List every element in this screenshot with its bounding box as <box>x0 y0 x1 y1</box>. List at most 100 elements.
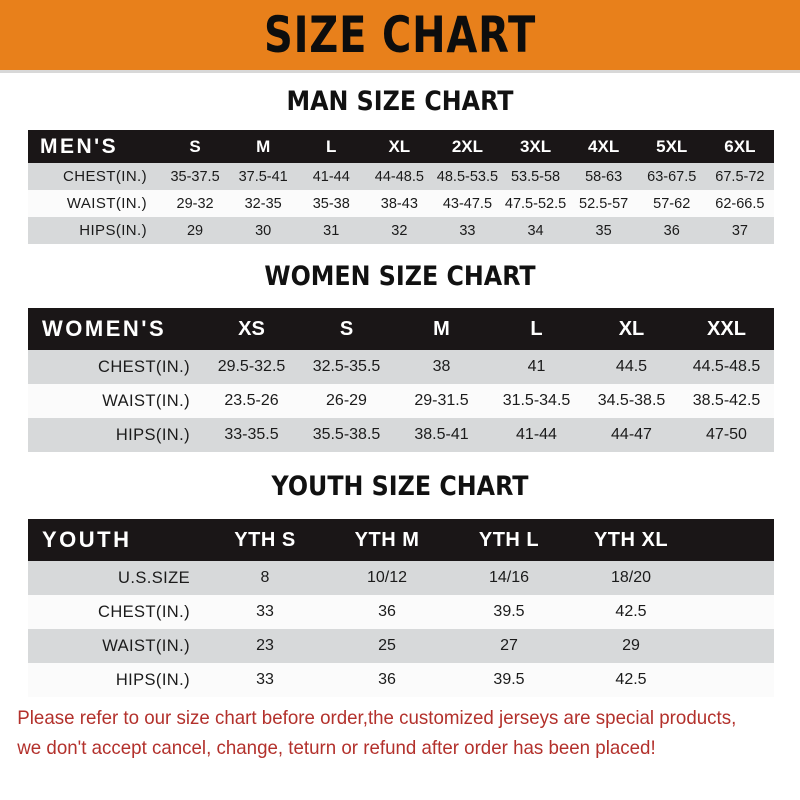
table-cell: 14/16 <box>488 569 530 586</box>
table-cell: 62-66.5 <box>715 195 765 212</box>
table-cell: 25 <box>378 637 396 654</box>
table-row: WAIST(IN.) 29-32 32-35 35-38 38-43 43-47… <box>28 190 774 217</box>
table-cell: 33 <box>256 671 274 688</box>
table-cell: 29-31.5 <box>414 392 469 409</box>
table-cell: 31 <box>323 222 340 239</box>
table-cell: 33 <box>459 222 476 239</box>
table-cell: 23.5-26 <box>224 392 279 409</box>
table-cell: 29.5-32.5 <box>217 358 286 375</box>
table-cell: 23 <box>256 637 274 654</box>
youth-row-label-us-size: U.S.SIZE <box>118 568 190 587</box>
table-cell: 57-62 <box>653 195 691 212</box>
women-corner-label: WOMEN'S <box>42 316 167 341</box>
table-row: CHEST(IN.) 29.5-32.5 32.5-35.5 38 41 44.… <box>28 350 774 384</box>
table-cell: 32 <box>391 222 408 239</box>
man-col-head-4xl: 4XL <box>588 136 620 156</box>
table-row: HIPS(IN.) 33 36 39.5 42.5 <box>28 663 774 697</box>
table-cell: 18/20 <box>610 569 652 586</box>
man-col-head-l: L <box>326 136 337 156</box>
women-row-label-hips: HIPS(IN.) <box>115 425 190 444</box>
table-cell: 67.5-72 <box>715 168 765 185</box>
page-title: SIZE CHART <box>263 6 537 64</box>
table-cell: 10/12 <box>366 569 408 586</box>
table-cell: 43-47.5 <box>442 195 493 212</box>
man-col-head-s: S <box>189 136 201 156</box>
table-cell: 26-29 <box>326 392 367 409</box>
man-size-table-wrap: MEN'S S M L XL 2XL 3XL 4XL 5XL 6XL CHEST… <box>28 130 774 244</box>
table-cell: 52.5-57 <box>579 195 629 212</box>
youth-row-label-hips: HIPS(IN.) <box>115 670 190 689</box>
disclaimer-line-2: we don't accept cancel, change, teturn o… <box>17 737 656 759</box>
table-cell: 29 <box>622 637 640 654</box>
table-cell: 33-35.5 <box>224 426 279 443</box>
youth-col-head-s: YTH S <box>234 528 296 551</box>
man-row-label-chest: CHEST(IN.) <box>63 168 148 185</box>
women-col-head-xxl: XXL <box>707 317 746 340</box>
order-disclaimer: Please refer to our size chart before or… <box>0 703 768 763</box>
table-row: WAIST(IN.) 23 25 27 29 <box>28 629 774 663</box>
women-col-head-xl: XL <box>618 317 645 340</box>
table-cell: 35.5-38.5 <box>312 426 381 443</box>
table-cell: 34 <box>527 222 544 239</box>
table-row: CHEST(IN.) 33 36 39.5 42.5 <box>28 595 774 629</box>
women-row-label-waist: WAIST(IN.) <box>102 391 190 410</box>
table-cell: 29 <box>186 222 204 239</box>
table-cell: 36 <box>663 222 680 239</box>
youth-row-label-chest: CHEST(IN.) <box>98 602 190 621</box>
table-cell: 35-37.5 <box>170 168 220 185</box>
table-cell-empty <box>692 561 774 595</box>
youth-col-head-filler <box>692 519 774 561</box>
man-col-head-m: M <box>256 136 271 156</box>
women-col-head-l: L <box>530 317 543 340</box>
table-row: CHEST(IN.) 35-37.5 37.5-41 41-44 44-48.5… <box>28 163 774 190</box>
table-cell: 39.5 <box>493 603 525 620</box>
table-row: HIPS(IN.) 29 30 31 32 33 34 35 36 37 <box>28 217 774 244</box>
table-cell: 38 <box>432 358 451 375</box>
youth-section-title: YOUTH SIZE CHART <box>271 471 529 502</box>
youth-col-head-xl: YTH XL <box>593 528 669 551</box>
disclaimer-line-1: Please refer to our size chart before or… <box>17 707 737 729</box>
table-cell: 44-47 <box>611 426 652 443</box>
man-col-head-3xl: 3XL <box>519 136 552 156</box>
man-table-body: CHEST(IN.) 35-37.5 37.5-41 41-44 44-48.5… <box>28 163 774 244</box>
man-col-head-5xl: 5XL <box>656 136 688 156</box>
table-cell: 38.5-42.5 <box>692 392 761 409</box>
women-size-table-wrap: WOMEN'S XS S M L XL XXL CHEST(IN.) 29.5-… <box>28 308 774 452</box>
youth-header-row: YOUTH YTH S YTH M YTH L YTH XL <box>28 519 774 561</box>
youth-col-head-m: YTH M <box>354 528 420 551</box>
table-row: HIPS(IN.) 33-35.5 35.5-38.5 38.5-41 41-4… <box>28 418 774 452</box>
women-col-head-s: S <box>339 317 354 340</box>
man-section-title: MAN SIZE CHART <box>286 86 514 117</box>
man-table-head: MEN'S S M L XL 2XL 3XL 4XL 5XL 6XL <box>28 130 774 163</box>
table-cell-empty <box>692 595 774 629</box>
table-cell: 37.5-41 <box>238 168 288 185</box>
table-cell: 63-67.5 <box>647 168 697 185</box>
women-table-body: CHEST(IN.) 29.5-32.5 32.5-35.5 38 41 44.… <box>28 350 774 452</box>
table-cell: 41 <box>527 358 546 375</box>
table-cell: 58-63 <box>585 168 623 185</box>
table-cell: 27 <box>500 637 518 654</box>
youth-corner-label: YOUTH <box>42 527 132 552</box>
man-col-head-6xl: 6XL <box>724 136 756 156</box>
table-cell: 44-48.5 <box>374 168 424 185</box>
man-corner-label: MEN'S <box>40 134 119 158</box>
women-size-table: WOMEN'S XS S M L XL XXL CHEST(IN.) 29.5-… <box>28 308 774 452</box>
youth-size-section: YOUTH SIZE CHART YOUTH YTH S YTH M YTH L… <box>0 452 800 697</box>
table-cell: 30 <box>255 222 272 239</box>
table-cell: 41-44 <box>312 168 350 185</box>
youth-table-head: YOUTH YTH S YTH M YTH L YTH XL <box>28 519 774 561</box>
table-cell: 44.5-48.5 <box>692 358 761 375</box>
table-row: U.S.SIZE 8 10/12 14/16 18/20 <box>28 561 774 595</box>
table-cell: 34.5-38.5 <box>597 392 666 409</box>
youth-col-head-l: YTH L <box>478 528 540 551</box>
table-cell: 38-43 <box>380 195 418 212</box>
man-row-label-waist: WAIST(IN.) <box>66 195 148 212</box>
youth-row-label-waist: WAIST(IN.) <box>102 636 190 655</box>
table-cell: 32.5-35.5 <box>312 358 381 375</box>
table-cell: 31.5-34.5 <box>502 392 571 409</box>
women-section-title: WOMEN SIZE CHART <box>264 261 536 292</box>
header-banner: SIZE CHART <box>0 0 800 70</box>
table-cell: 44.5 <box>615 358 648 375</box>
table-cell: 37 <box>731 222 748 239</box>
table-cell: 42.5 <box>615 671 647 688</box>
